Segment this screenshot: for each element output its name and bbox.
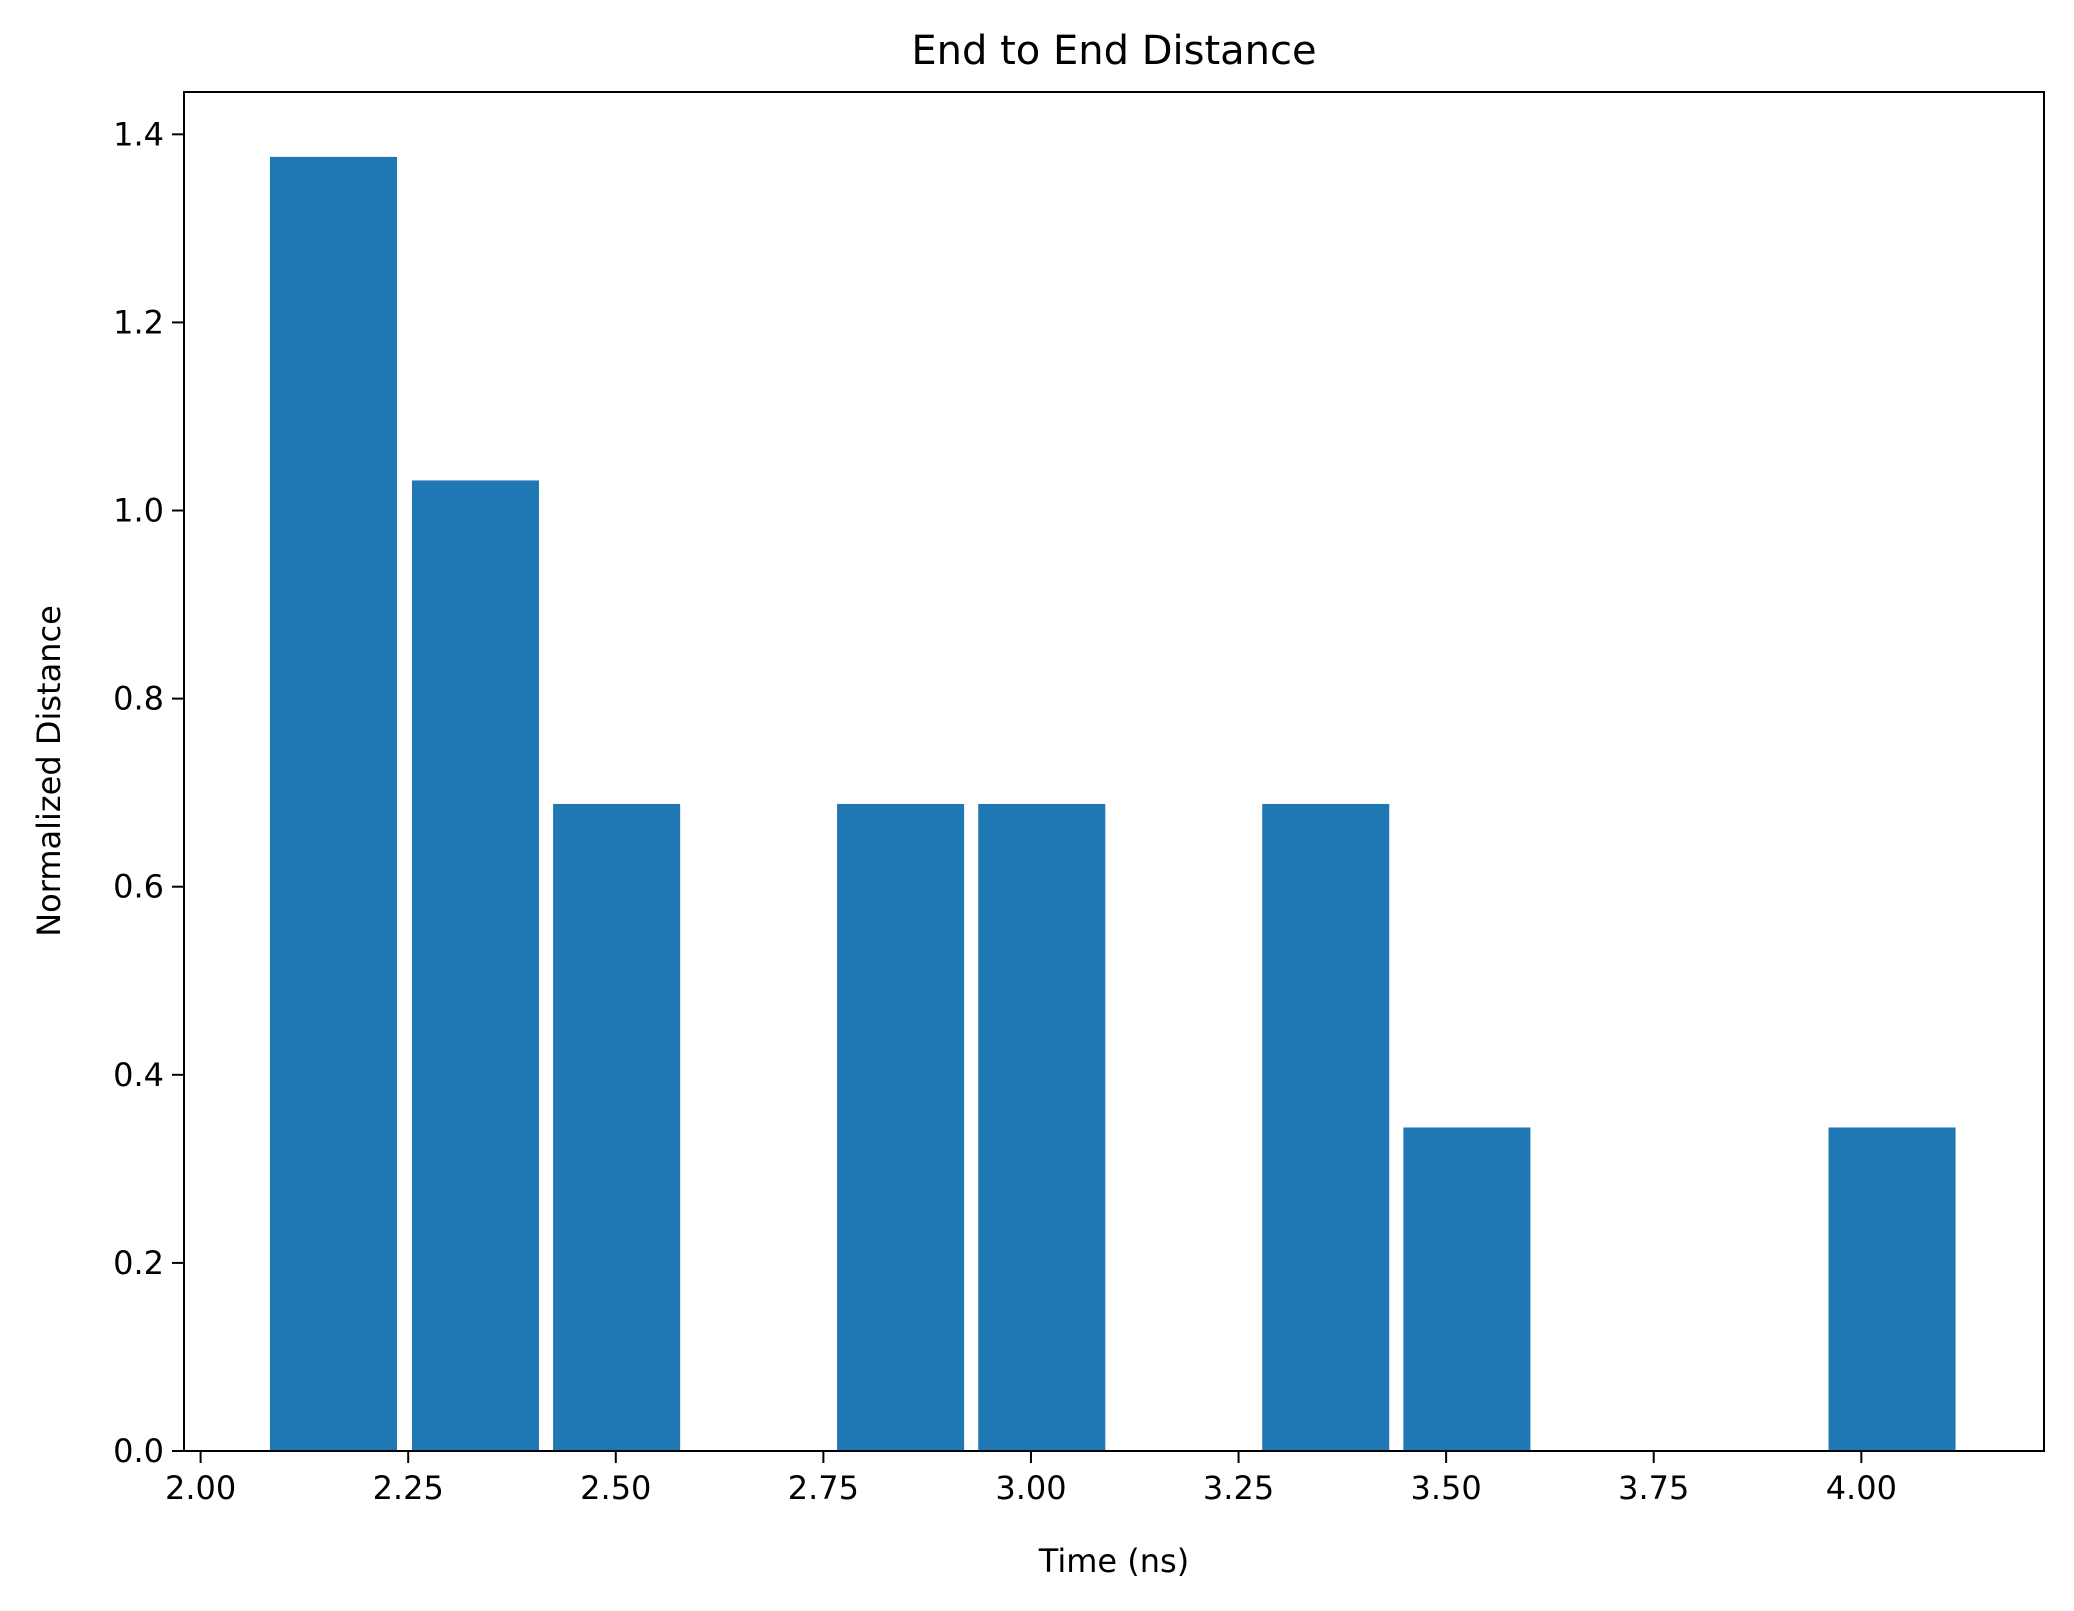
- x-tick-label: 4.00: [1826, 1469, 1897, 1507]
- x-tick-label: 2.75: [788, 1469, 859, 1507]
- x-tick-label: 3.25: [1203, 1469, 1274, 1507]
- bars-group: [269, 156, 1956, 1452]
- y-tick-label: 0.8: [113, 680, 164, 718]
- y-tick-label: 0.2: [113, 1244, 164, 1282]
- x-tick-label: 3.00: [995, 1469, 1066, 1507]
- x-tick-label: 2.50: [580, 1469, 651, 1507]
- y-tick-label: 1.4: [113, 115, 164, 153]
- y-axis-label: Normalized Distance: [30, 605, 68, 937]
- y-tick-label: 0.0: [113, 1432, 164, 1470]
- y-axis-ticks: 0.0 0.2 0.4 0.6 0.8 1.0 1.2 1.4: [113, 115, 184, 1470]
- y-tick-label: 0.6: [113, 868, 164, 906]
- x-tick-label: 3.75: [1618, 1469, 1689, 1507]
- bar-1: [411, 480, 539, 1452]
- bar-5: [1262, 803, 1390, 1451]
- plot-frame: [183, 91, 2045, 1452]
- bar-3: [837, 803, 965, 1451]
- bar-7: [1828, 1127, 1956, 1451]
- bar-4: [978, 803, 1106, 1451]
- chart-title: End to End Distance: [911, 28, 1316, 74]
- x-axis-label: Time (ns): [1038, 1542, 1189, 1580]
- x-tick-label: 2.00: [165, 1469, 236, 1507]
- bar-6: [1403, 1127, 1531, 1451]
- y-tick-label: 1.2: [113, 303, 164, 341]
- bar-2: [553, 803, 681, 1451]
- x-tick-label: 2.25: [373, 1469, 444, 1507]
- y-tick-label: 1.0: [113, 492, 164, 530]
- x-tick-label: 3.50: [1411, 1469, 1482, 1507]
- bar-0: [269, 156, 397, 1451]
- y-tick-label: 0.4: [113, 1056, 164, 1094]
- x-axis-ticks: 2.00 2.25 2.50 2.75 3.00 3.25 3.50 3.75 4.00: [165, 1451, 1897, 1507]
